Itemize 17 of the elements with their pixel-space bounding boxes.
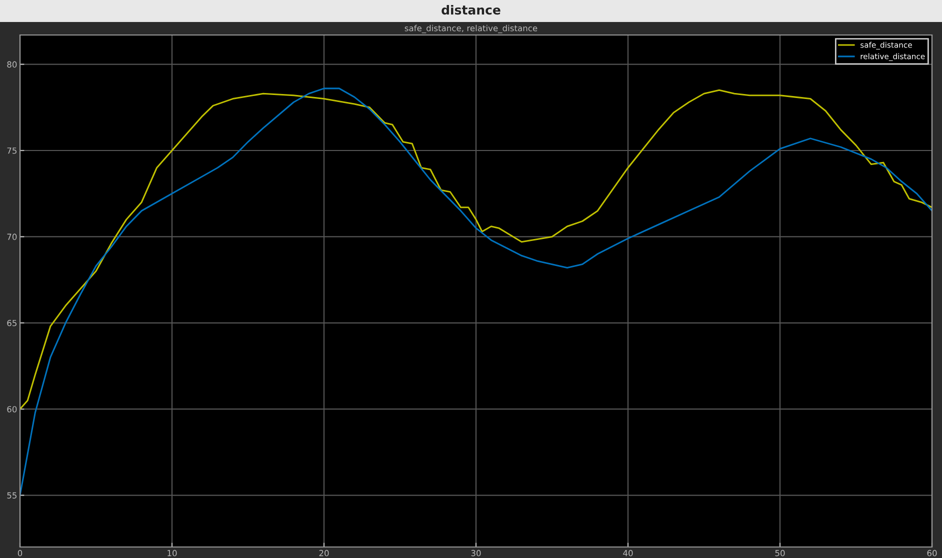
- y-tick-label: 80: [7, 61, 17, 68]
- line-series: [20, 89, 932, 410]
- chart-subtitle: safe_distance, relative_distance: [404, 24, 538, 34]
- x-tick-label: 50: [775, 550, 785, 556]
- x-tick-label: 10: [168, 550, 177, 556]
- x-tick-label: 20: [319, 550, 329, 556]
- y-tick-label: 60: [7, 406, 17, 412]
- x-tick-label: 0: [18, 550, 22, 556]
- y-tick-label: 55: [7, 492, 16, 499]
- x-tick-label: 30: [471, 550, 481, 556]
- line-series: [20, 88, 932, 496]
- y-tick-label: 75: [7, 148, 16, 154]
- chart-title: distance: [442, 4, 500, 15]
- y-tick-label: 70: [7, 234, 17, 240]
- y-tick-label: 65: [7, 320, 16, 326]
- x-tick-label: 40: [623, 550, 633, 556]
- x-tick-label: 60: [927, 550, 937, 556]
